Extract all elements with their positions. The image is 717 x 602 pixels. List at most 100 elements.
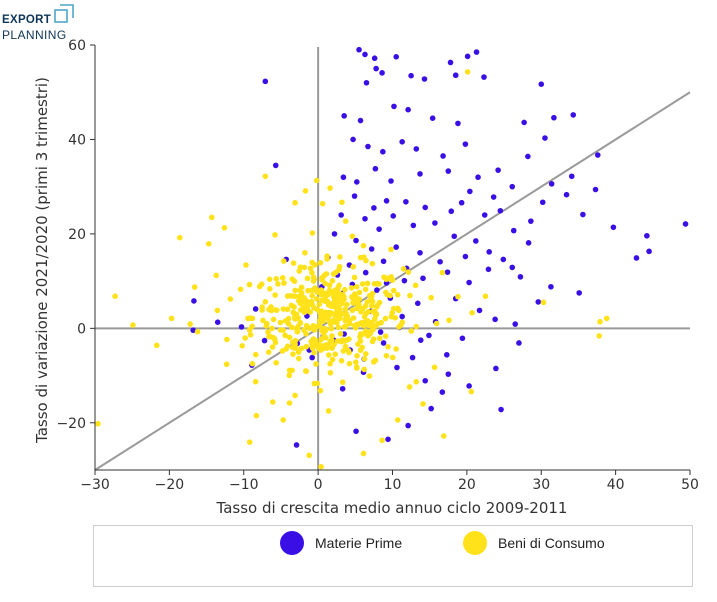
x-tick-label: 0: [314, 477, 323, 493]
point-beni-di-consumo: [265, 349, 272, 355]
point-beni-di-consumo: [354, 297, 361, 304]
point-beni-di-consumo: [205, 241, 212, 247]
point-materie-prime: [466, 279, 472, 286]
point-materie-prime: [428, 405, 434, 412]
point-beni-di-consumo: [420, 401, 426, 407]
point-beni-di-consumo: [252, 351, 259, 358]
point-materie-prime: [455, 120, 461, 127]
legend-item-beni-di-consumo[interactable]: Beni di Consumo: [463, 531, 605, 555]
legend-item-materie-prime[interactable]: Materie Prime: [280, 531, 402, 555]
point-beni-di-consumo: [273, 276, 280, 282]
point-beni-di-consumo: [400, 266, 407, 272]
point-beni-di-consumo: [318, 336, 324, 343]
point-materie-prime: [405, 106, 411, 113]
point-materie-prime: [371, 55, 378, 62]
point-materie-prime: [516, 340, 522, 346]
point-beni-di-consumo: [327, 360, 333, 367]
point-beni-di-consumo: [464, 69, 471, 75]
point-beni-di-consumo: [359, 306, 366, 312]
point-materie-prime: [475, 174, 481, 181]
point-beni-di-consumo: [325, 352, 332, 358]
x-tick-label: −20: [155, 477, 185, 493]
point-beni-di-consumo: [289, 367, 295, 374]
point-materie-prime: [610, 224, 617, 231]
point-beni-di-consumo: [266, 306, 272, 313]
point-materie-prime: [351, 193, 358, 199]
point-materie-prime: [498, 406, 504, 413]
legend-marker-materie-prime: [280, 531, 304, 555]
point-materie-prime: [362, 215, 368, 222]
point-beni-di-consumo: [309, 287, 316, 294]
point-beni-di-consumo: [294, 325, 301, 331]
point-materie-prime: [497, 207, 504, 214]
point-beni-di-consumo: [349, 233, 356, 240]
point-beni-di-consumo: [286, 334, 293, 341]
point-materie-prime: [481, 212, 488, 218]
point-beni-di-consumo: [357, 334, 363, 340]
point-beni-di-consumo: [324, 253, 330, 259]
point-beni-di-consumo: [309, 230, 316, 236]
point-beni-di-consumo: [339, 199, 345, 206]
point-beni-di-consumo: [360, 322, 367, 329]
point-beni-di-consumo: [342, 306, 349, 312]
point-beni-di-consumo: [405, 269, 412, 275]
point-beni-di-consumo: [332, 316, 338, 322]
point-materie-prime: [682, 221, 689, 227]
point-beni-di-consumo: [353, 283, 360, 290]
point-beni-di-consumo: [259, 304, 265, 310]
point-beni-di-consumo: [302, 188, 309, 194]
point-materie-prime: [261, 337, 268, 344]
point-beni-di-consumo: [280, 417, 286, 423]
point-beni-di-consumo: [243, 262, 249, 268]
point-materie-prime: [467, 188, 473, 195]
y-tick-label: 0: [77, 321, 86, 337]
point-beni-di-consumo: [338, 357, 345, 364]
point-beni-di-consumo: [413, 379, 420, 385]
point-beni-di-consumo: [297, 307, 304, 313]
point-materie-prime: [421, 76, 428, 82]
point-beni-di-consumo: [366, 322, 372, 329]
point-beni-di-consumo: [272, 232, 278, 238]
x-tick-label: 20: [458, 477, 476, 493]
point-beni-di-consumo: [303, 300, 310, 307]
point-beni-di-consumo: [339, 379, 346, 385]
scatter-chart: −30 −20 −10 0 10 20 30 40 50 −20 0 20 40 60 Tasso di …: [33, 38, 699, 517]
point-beni-di-consumo: [302, 250, 308, 256]
point-beni-di-consumo: [468, 388, 475, 395]
point-beni-di-consumo: [289, 276, 296, 282]
point-beni-di-consumo: [295, 297, 302, 304]
point-beni-di-consumo: [350, 263, 357, 270]
point-beni-di-consumo: [262, 173, 269, 180]
point-materie-prime: [476, 307, 483, 314]
point-beni-di-consumo: [367, 330, 374, 337]
point-beni-di-consumo: [341, 286, 348, 293]
point-beni-di-consumo: [325, 408, 332, 414]
point-materie-prime: [576, 290, 582, 296]
point-beni-di-consumo: [389, 354, 396, 361]
point-beni-di-consumo: [208, 214, 215, 221]
point-beni-di-consumo: [365, 308, 372, 315]
point-beni-di-consumo: [370, 336, 377, 342]
point-beni-di-consumo: [385, 343, 391, 350]
point-materie-prime: [394, 364, 400, 371]
point-beni-di-consumo: [335, 284, 341, 291]
legend-label-materie-prime: Materie Prime: [315, 535, 403, 551]
point-beni-di-consumo: [305, 287, 311, 294]
point-beni-di-consumo: [359, 281, 366, 287]
point-materie-prime: [362, 51, 368, 58]
point-beni-di-consumo: [388, 274, 394, 280]
point-materie-prime: [408, 72, 414, 79]
point-beni-di-consumo: [360, 242, 367, 249]
point-beni-di-consumo: [382, 315, 389, 322]
point-materie-prime: [380, 148, 386, 155]
point-beni-di-consumo: [285, 315, 292, 322]
point-materie-prime: [417, 337, 424, 343]
point-beni-di-consumo: [361, 313, 368, 320]
point-beni-di-consumo: [316, 289, 322, 295]
x-axis-label: Tasso di crescita medio annuo ciclo 2009…: [216, 499, 568, 517]
point-beni-di-consumo: [130, 322, 136, 328]
point-beni-di-consumo: [213, 272, 220, 279]
point-materie-prime: [350, 136, 356, 143]
point-beni-di-consumo: [275, 281, 281, 287]
point-beni-di-consumo: [378, 319, 384, 326]
